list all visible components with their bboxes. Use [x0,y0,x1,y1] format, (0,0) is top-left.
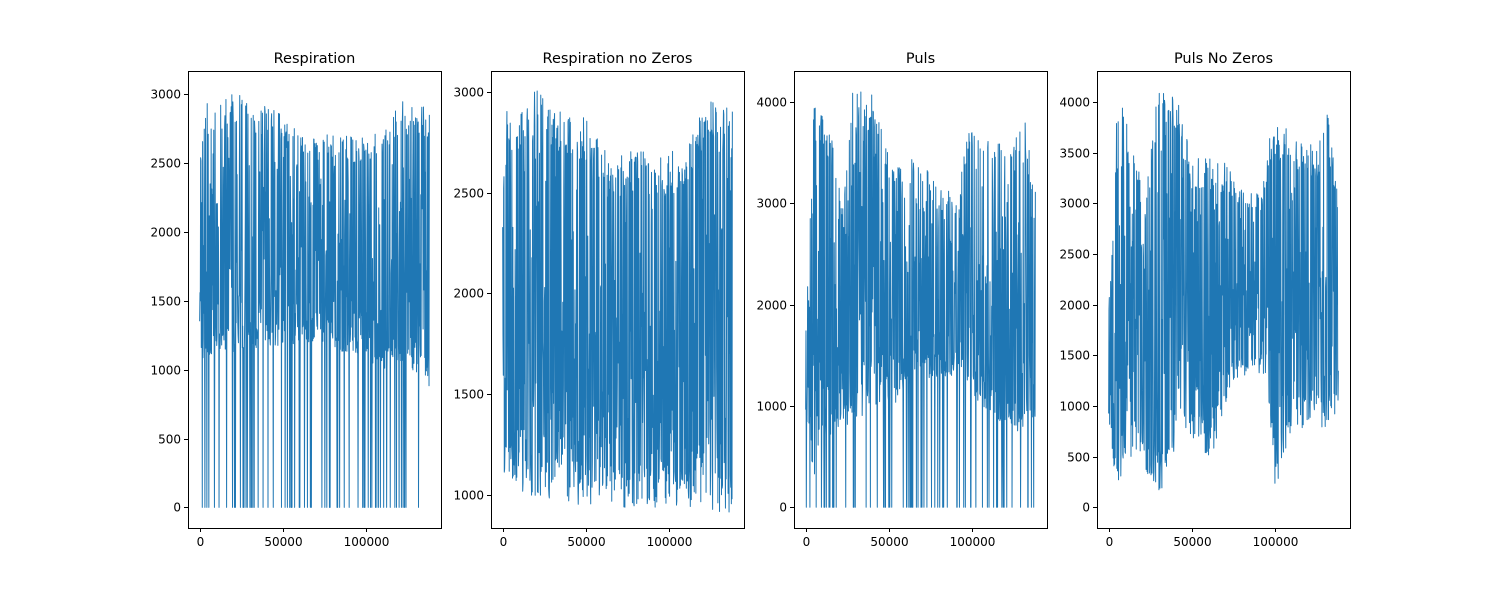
y-tick-label: 3000 [1059,197,1090,211]
y-tick-label: 2500 [453,187,484,201]
x-tick-label: 0 [1106,535,1114,549]
y-tick-label: 1000 [150,364,181,378]
y-tick-label: 500 [1067,451,1090,465]
y-tick-label: 2500 [1059,248,1090,262]
series-layer [502,90,733,513]
x-tick-label: 100000 [647,535,693,549]
series-line [1108,92,1339,491]
y-tick-label: 1500 [453,388,484,402]
panel-title: Respiration [274,51,356,67]
y-tick-label: 4000 [1059,96,1090,110]
y-tick-label: 2000 [453,287,484,301]
tick-layer: 0 50000 100000 0 500 1000 1500 2000 2500 3000 3500… [1059,96,1298,550]
y-tick-label: 1000 [756,400,787,414]
axes-frame [188,71,442,529]
y-tick-label: 1500 [150,295,181,309]
x-tick-label: 50000 [1173,535,1211,549]
y-tick-label: 2000 [150,226,181,240]
y-tick-label: 3000 [756,197,787,211]
x-tick-label: 0 [803,535,811,549]
y-tick-label: 3000 [453,86,484,100]
x-tick-label: 50000 [870,535,908,549]
tick-layer: 0 50000 100000 0 1000 2000 3000 4000 [756,96,995,550]
x-tick-label: 100000 [1253,535,1299,549]
x-tick-label: 50000 [567,535,605,549]
panel-title: Respiration no Zeros [543,51,693,67]
tick-layer: 0 50000 100000 1000 1500 2000 2500 3000 [453,86,692,550]
axes-frame [491,71,745,529]
y-tick-label: 2500 [150,157,181,171]
y-tick-label: 1000 [453,489,484,503]
y-tick-label: 0 [1082,501,1090,515]
y-tick-label: 3000 [150,88,181,102]
x-tick-label: 100000 [950,535,996,549]
y-tick-label: 0 [779,501,787,515]
axes-frame [1097,71,1351,529]
panel-title: Puls No Zeros [1174,51,1273,67]
y-tick-label: 500 [158,433,181,447]
y-tick-label: 1500 [1059,349,1090,363]
y-tick-label: 3500 [1059,147,1090,161]
series-line [199,94,430,508]
x-tick-label: 0 [197,535,205,549]
x-tick-label: 50000 [264,535,302,549]
series-line [502,90,733,513]
panel-title: Puls [906,51,935,67]
y-tick-label: 2000 [756,299,787,313]
y-tick-label: 1000 [1059,400,1090,414]
series-layer [1108,92,1339,491]
series-layer [199,94,430,508]
tick-layer: 0 50000 100000 0 500 1000 1500 2000 2500 3000 [150,88,389,550]
series-line [805,91,1036,508]
y-tick-label: 4000 [756,96,787,110]
x-tick-label: 100000 [344,535,390,549]
series-layer [805,91,1036,508]
panel-respiration: Respiration 0 50000 100000 0 500 1000 1500 2000… [150,51,442,550]
panel-respiration-no-zeros: Respiration no Zeros 0 50000 100000 1000 150… [453,51,745,550]
y-tick-label: 0 [173,501,181,515]
panel-puls: Puls 0 50000 100000 0 1000 2000 3000 4000 [756,51,1048,550]
y-tick-label: 2000 [1059,299,1090,313]
axes-frame [794,71,1048,529]
panel-puls-no-zeros: Puls No Zeros 0 50000 100000 0 500 1000 1500 20… [1059,51,1351,550]
x-tick-label: 0 [500,535,508,549]
